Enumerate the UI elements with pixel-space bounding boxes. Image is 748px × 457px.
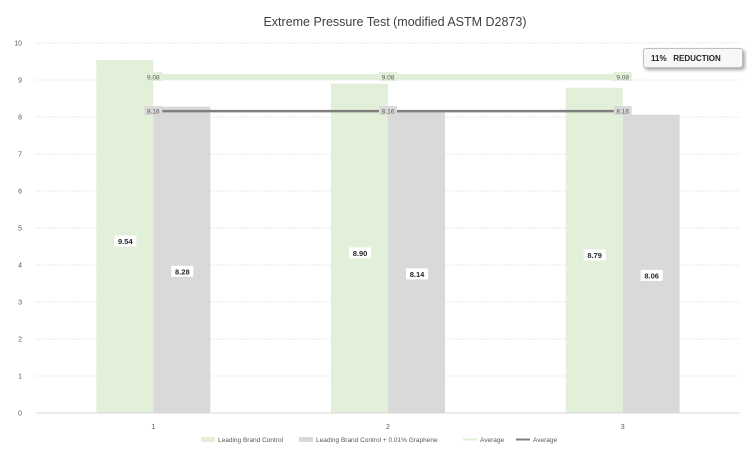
data-label-bg xyxy=(171,265,194,277)
data-label-bg xyxy=(114,235,137,247)
axes: 0 1 2 3 4 5 6 7 8 9 10 1 2 3 xyxy=(14,41,740,431)
data-label-bg xyxy=(583,249,606,261)
average-label-text: 8.16 xyxy=(382,108,395,115)
average-label-bg xyxy=(613,106,632,116)
x-tick-label: 1 xyxy=(151,424,155,431)
data-label-text: 8.79 xyxy=(587,251,602,260)
average-label-text: 9.08 xyxy=(147,74,160,81)
average-value-label: 8.16 xyxy=(144,106,163,116)
y-tick-label: 3 xyxy=(18,300,22,307)
average-label-bg xyxy=(379,106,397,116)
reduction-text: REDUCTION xyxy=(673,53,721,63)
data-label-text: 8.14 xyxy=(410,270,425,279)
data-label-text: 9.54 xyxy=(118,237,133,246)
average-label-text: 8.16 xyxy=(616,108,629,115)
average-label-bg xyxy=(613,72,632,82)
data-label-text: 8.06 xyxy=(644,271,659,280)
legend-label: Leading Brand Control + 0.01% Graphene xyxy=(316,437,438,444)
x-tick-label: 2 xyxy=(386,424,390,431)
legend-label: Leading Brand Control xyxy=(218,437,284,444)
y-tick-label: 2 xyxy=(18,337,22,344)
average-value-label: 8.16 xyxy=(613,106,632,116)
data-label-bg xyxy=(640,269,663,281)
bar-data-label: 8.28 xyxy=(171,265,194,277)
legend-swatch xyxy=(201,437,215,442)
average-label-bg xyxy=(144,72,163,82)
data-label-bg xyxy=(349,247,371,259)
y-tick-label: 1 xyxy=(18,374,22,381)
bar-data-label: 8.06 xyxy=(640,269,663,281)
legend-item: Leading Brand Control xyxy=(201,437,284,444)
average-label-text: 8.16 xyxy=(147,108,160,115)
legend-label: Average xyxy=(533,437,557,444)
legend-swatch xyxy=(299,437,313,442)
legend-item: Leading Brand Control + 0.01% Graphene xyxy=(299,437,438,444)
average-label-text: 9.08 xyxy=(616,74,629,81)
data-label-text: 8.28 xyxy=(175,267,190,276)
x-tick-label: 3 xyxy=(621,424,625,431)
bar-data-label: 8.90 xyxy=(349,247,371,259)
average-value-label: 8.16 xyxy=(379,106,397,115)
legend: Leading Brand Control Leading Brand Contr… xyxy=(201,437,557,444)
bar-data-label: 8.79 xyxy=(583,249,606,261)
bar-series-2 xyxy=(388,111,445,413)
bar-data-label: 8.14 xyxy=(406,268,428,280)
average-value-label: 9.08 xyxy=(144,72,163,82)
y-tick-label: 4 xyxy=(18,263,22,270)
average-lines: 9.08 9.08 9.08 8.16 8.16 8.16 xyxy=(144,72,632,116)
average-label-text: 9.08 xyxy=(382,74,395,81)
reduction-percent: 11% xyxy=(651,53,667,63)
average-value-label: 9.08 xyxy=(613,72,632,82)
average-label-bg xyxy=(144,106,163,116)
y-tick-label: 8 xyxy=(18,115,22,122)
average-label-bg xyxy=(379,72,397,82)
data-labels: 9.54 8.28 8.90 8.14 8.79 8.06 xyxy=(114,235,663,281)
bar-series-2 xyxy=(622,114,680,413)
y-tick-label: 10 xyxy=(14,41,22,48)
y-tick-label: 6 xyxy=(18,189,22,196)
bar-data-label: 9.54 xyxy=(114,235,137,247)
bar-series-2 xyxy=(153,106,211,413)
data-label-bg xyxy=(406,268,428,280)
y-tick-label: 0 xyxy=(18,411,22,418)
average-value-label: 9.08 xyxy=(379,72,397,81)
y-tick-label: 7 xyxy=(18,152,22,159)
bars xyxy=(96,60,680,414)
y-tick-label: 5 xyxy=(18,226,22,233)
data-label-text: 8.90 xyxy=(353,249,368,258)
legend-item: Average xyxy=(463,437,504,444)
legend-label: Average xyxy=(480,437,504,444)
reduction-callout: 11% REDUCTION xyxy=(643,48,743,68)
legend-item: Average xyxy=(516,437,557,444)
chart-title: Extreme Pressure Test (modified ASTM D28… xyxy=(263,15,526,29)
y-tick-label: 9 xyxy=(18,78,22,85)
